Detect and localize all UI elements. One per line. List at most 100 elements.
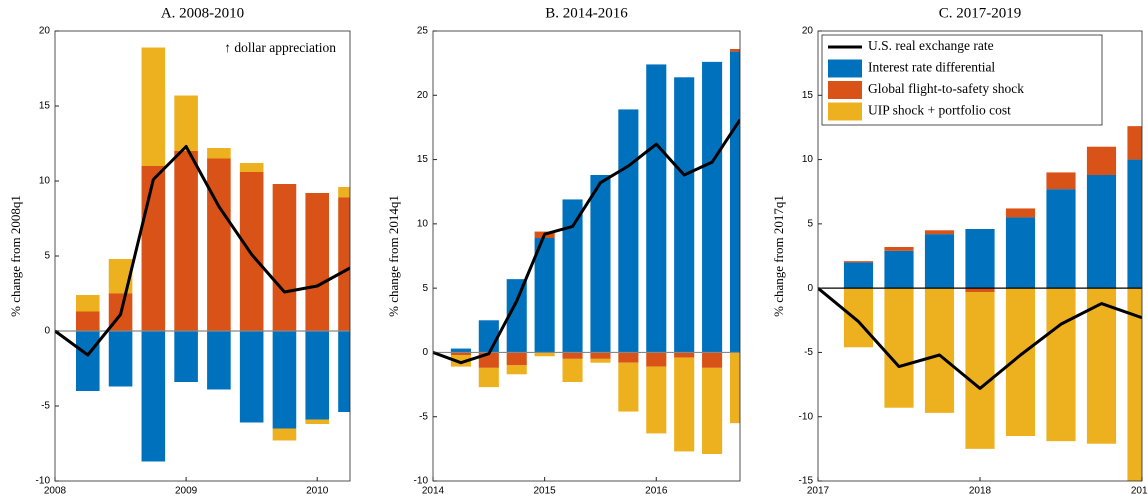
bar-segment	[884, 247, 914, 251]
bar-segment	[108, 331, 133, 387]
bar-segment	[674, 352, 695, 358]
bar-segment	[674, 357, 695, 452]
bar-segment	[646, 64, 667, 353]
bar-segment	[207, 148, 231, 159]
bar-segment	[506, 279, 527, 353]
bar-segment	[272, 331, 297, 429]
x-tick-label: 2014	[422, 486, 445, 497]
y-tick-label: 15	[802, 90, 814, 101]
bar-segment	[1086, 288, 1117, 444]
legend: U.S. real exchange rate Interest rate dif…	[821, 34, 1103, 126]
bar-segment	[729, 352, 740, 424]
legend-swatch	[828, 59, 862, 78]
bar-segment	[1046, 189, 1076, 289]
x-tick-label: 2015	[534, 486, 557, 497]
y-tick-label: -10	[36, 476, 51, 487]
bar-segment	[965, 292, 995, 449]
bar-segment	[674, 77, 695, 353]
panel: C. 2017-2019 % change from 2017q1 -15 -10 -5…	[771, 5, 1148, 496]
legend-swatch	[828, 102, 862, 121]
plot-area	[433, 49, 740, 454]
plot-area	[55, 47, 350, 462]
bar-segment	[305, 419, 330, 424]
bar-segment	[1127, 126, 1142, 160]
panel-title: C. 2017-2019	[939, 5, 1022, 21]
y-tick-label: -5	[419, 411, 428, 422]
y-tick-label: 0	[807, 283, 813, 294]
axes-frame	[432, 30, 741, 482]
bar-segment	[702, 367, 723, 454]
bar-segment	[239, 163, 264, 172]
bar-segment	[1086, 146, 1117, 175]
bar-segment	[141, 47, 166, 166]
bar-segment	[478, 320, 499, 353]
bar-segment	[75, 295, 100, 312]
line-series	[55, 145, 350, 357]
bar-segment	[1127, 159, 1142, 289]
bar-segment	[702, 61, 723, 353]
x-tick-label: 2009	[175, 486, 198, 497]
y-tick-label: 10	[39, 176, 51, 187]
y-axis-label: % change from 2014q1	[386, 195, 401, 317]
bar-segment	[618, 362, 639, 412]
y-axis-label: % change from 2008q1	[8, 195, 23, 317]
bar-segment	[590, 352, 611, 359]
bar-segment	[75, 311, 100, 331]
x-tick-label: 2018	[969, 486, 992, 497]
y-tick-label: 5	[807, 218, 813, 229]
axes-frame	[817, 30, 1143, 482]
y-tick-label: 15	[417, 154, 429, 165]
bar-segment	[618, 109, 639, 353]
bar-segment	[450, 355, 471, 367]
x-tick-label: 2019	[1131, 486, 1148, 497]
y-tick-label: 5	[44, 251, 50, 262]
bar-segment	[207, 158, 231, 331]
bar-segment	[305, 193, 330, 331]
bar-segment	[1005, 217, 1036, 289]
x-tick-label: 2017	[807, 486, 830, 497]
legend-label: U.S. real exchange rate	[868, 38, 994, 53]
y-tick-label: 5	[422, 283, 428, 294]
bar-segment	[272, 428, 297, 441]
bar-segment	[239, 172, 264, 331]
panel: B. 2014-2016 % change from 2014q1 -10 -5 0 5 1…	[386, 5, 741, 497]
y-tick-label: 15	[39, 101, 51, 112]
legend-label: UIP shock + portfolio cost	[868, 103, 1011, 118]
plot-area	[818, 126, 1142, 481]
bar-segment	[338, 187, 350, 198]
bar-segment	[924, 288, 955, 413]
bar-segment	[884, 288, 914, 408]
bar-segment	[450, 352, 471, 355]
annotation: ↑ dollar appreciation	[224, 40, 336, 55]
bar-segment	[1127, 288, 1142, 481]
y-tick-label: 10	[802, 154, 814, 165]
panel: A. 2008-2010 % change from 2008q1 -10 -5 0 5 1…	[8, 5, 351, 497]
bar-segment	[141, 166, 166, 331]
y-tick-label: -5	[804, 347, 813, 358]
x-tick-label: 2016	[645, 486, 668, 497]
bar-segment	[965, 288, 995, 292]
panel-title: A. 2008-2010	[161, 5, 244, 21]
bar-segment	[478, 367, 499, 388]
bar-segment	[239, 331, 264, 423]
x-tick-label: 2008	[44, 486, 67, 497]
y-tick-label: 0	[422, 347, 428, 358]
bar-segment	[590, 358, 611, 363]
y-tick-label: -5	[41, 401, 50, 412]
bar-segment	[1046, 172, 1076, 190]
y-tick-label: -10	[414, 476, 429, 487]
bar-segment	[729, 49, 740, 52]
bar-segment	[174, 95, 198, 151]
bar-segment	[1005, 208, 1036, 218]
bar-segment	[729, 51, 740, 353]
bar-segment	[843, 261, 874, 263]
bar-segment	[924, 234, 955, 289]
line-series	[433, 118, 740, 365]
bar-segment	[1086, 175, 1117, 289]
bar-segment	[924, 230, 955, 235]
y-tick-label: 0	[44, 326, 50, 337]
bar-segment	[534, 352, 555, 357]
y-axis-label: % change from 2017q1	[771, 195, 786, 317]
bar-segment	[174, 151, 198, 331]
